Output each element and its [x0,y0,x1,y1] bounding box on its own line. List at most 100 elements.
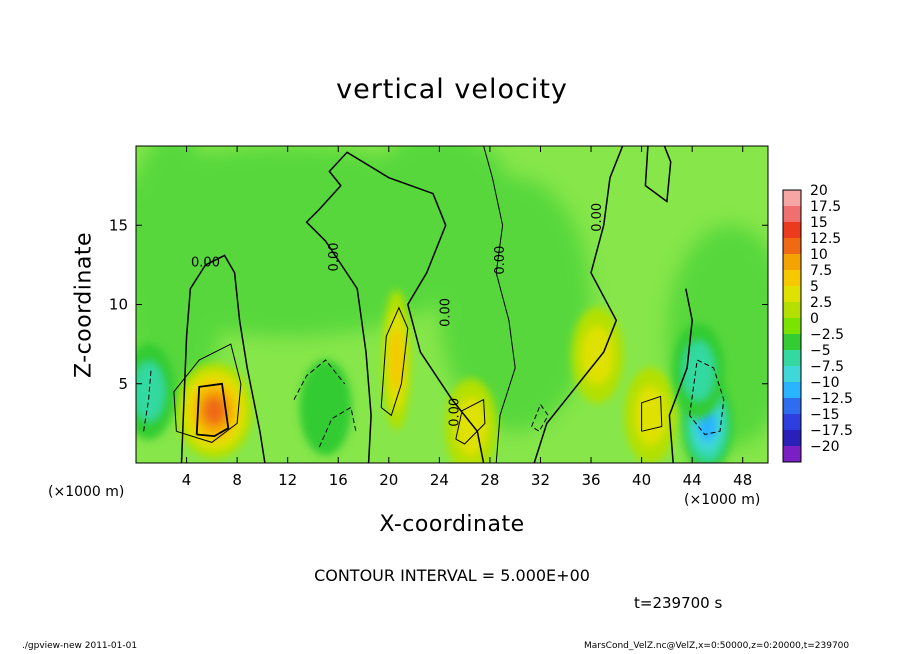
x-tick-label: 32 [531,471,550,489]
contour-inner-peak [195,382,230,438]
negative-contour-4 [689,359,725,436]
feature-4 [624,367,677,463]
contour-label: 0.00 [191,255,220,270]
feature-6-level-2 [682,341,715,401]
feature-3-level-2 [581,325,614,385]
colorbar-swatch [783,382,801,399]
colorbar-label: 15 [810,215,828,231]
x-unit-label-left: (×1000 m) [48,484,125,500]
x-axis-label: X-coordinate [379,512,525,537]
contour-interval-text: CONTOUR INTERVAL = 5.000E+00 [314,566,590,585]
colorbar-label: 7.5 [810,263,832,279]
colorbar-label: −12.5 [810,391,853,407]
colorbar-swatch [783,366,801,383]
colorbar-label: 17.5 [810,199,841,215]
colorbar-swatch [783,430,801,447]
contour-small-ring [455,398,486,445]
contour-label: 0.00 [493,246,508,275]
feature-7-level-2 [136,362,165,422]
x-tick-label: 40 [632,471,651,489]
zero-contour-5 [668,288,693,463]
file-info-footer: MarsCond_VelZ.nc@VelZ,x=0:50000,z=0:2000… [584,641,850,651]
colorbar-label: −7.5 [810,359,844,375]
feature-0 [176,362,253,459]
feature-3 [571,307,624,404]
x-tick-label: 8 [232,471,242,489]
feature-8-level-1 [299,359,352,456]
colorbar-swatch [783,190,801,207]
feature-7 [136,343,175,440]
colorbar-swatch [783,414,801,431]
colorbar-label: 5 [810,279,819,295]
colorbar-swatch [783,286,801,303]
x-tick-label: 24 [430,471,449,489]
contour-label: 0.00 [447,398,462,427]
program-footer: ./gpview-new 2011-01-01 [22,641,138,651]
colorbar-swatch [783,270,801,287]
feature-1 [382,289,411,430]
colorbar-label: 2.5 [810,295,832,311]
y-tick-label: 15 [109,216,128,234]
feature-8 [299,359,352,456]
contour-column-ring [380,306,409,417]
colorbar-swatch [783,206,801,223]
x-tick-label: 12 [278,471,297,489]
colorbar-swatch [783,222,801,239]
chart-title: vertical velocity [336,74,568,105]
colorbar-swatch [783,350,801,367]
zero-contour-2 [305,151,485,463]
feature-4-level-2 [634,385,667,445]
colorbar-swatch [783,398,801,415]
contour-peak-ring [173,343,242,443]
colorbar-label: −20 [810,439,840,455]
contour-small-ring-2 [641,395,663,432]
x-tick-label: 36 [581,471,600,489]
colorbar-label: −10 [810,375,840,391]
x-tick-label: 20 [379,471,398,489]
colorbar-label: 0 [810,311,819,327]
zero-contour-3 [533,146,624,463]
colorbar-swatch [783,238,801,255]
colorbar-swatch [783,254,801,271]
contour-label: 0.00 [327,242,342,271]
colorbar-frame [782,189,802,463]
contour-lines [143,146,725,463]
x-tick-label: 28 [480,471,499,489]
contour-label: 0.00 [438,298,453,327]
colorbar-label: 20 [810,183,828,199]
colorbar-swatch [783,318,801,335]
y-tick-label: 10 [109,296,128,314]
feature-0-level-5 [203,396,226,425]
feature-1-level-3 [390,328,403,392]
contour-label: 0.00 [590,203,605,232]
colorbar-swatch [783,446,801,463]
colorbar-label: −5 [810,343,831,359]
feature-6 [672,323,725,420]
colorbar-label: −15 [810,407,840,423]
colorbar-swatch [783,334,801,351]
y-tick-label: 5 [118,375,128,393]
field-bands [136,146,768,448]
colorbar-label: 10 [810,247,828,263]
x-unit-label-right: (×1000 m) [684,492,761,508]
colorbar: 2017.51512.5107.552.50−2.5−5−7.5−10−12.5… [782,183,853,463]
negative-contour-2 [293,359,345,400]
zero-contour-1 [180,254,266,463]
negative-contour-5 [531,403,549,433]
x-tick-label: 16 [329,471,348,489]
negative-contour-3 [318,406,357,448]
colorbar-label: −2.5 [810,327,844,343]
colorbar-label: 12.5 [810,231,841,247]
time-text: t=239700 s [634,594,723,612]
zero-contour-4 [644,146,672,203]
x-tick-label: 4 [182,471,192,489]
colorbar-swatch [783,302,801,319]
negative-contour-1 [143,367,152,432]
zero-contour-6 [483,146,516,463]
x-tick-label: 44 [683,471,702,489]
colorbar-label: −17.5 [810,423,853,439]
contour-labels: 0.00 0.00 0.00 0.00 0.00 0.00 [191,203,605,427]
x-tick-label: 48 [733,471,752,489]
